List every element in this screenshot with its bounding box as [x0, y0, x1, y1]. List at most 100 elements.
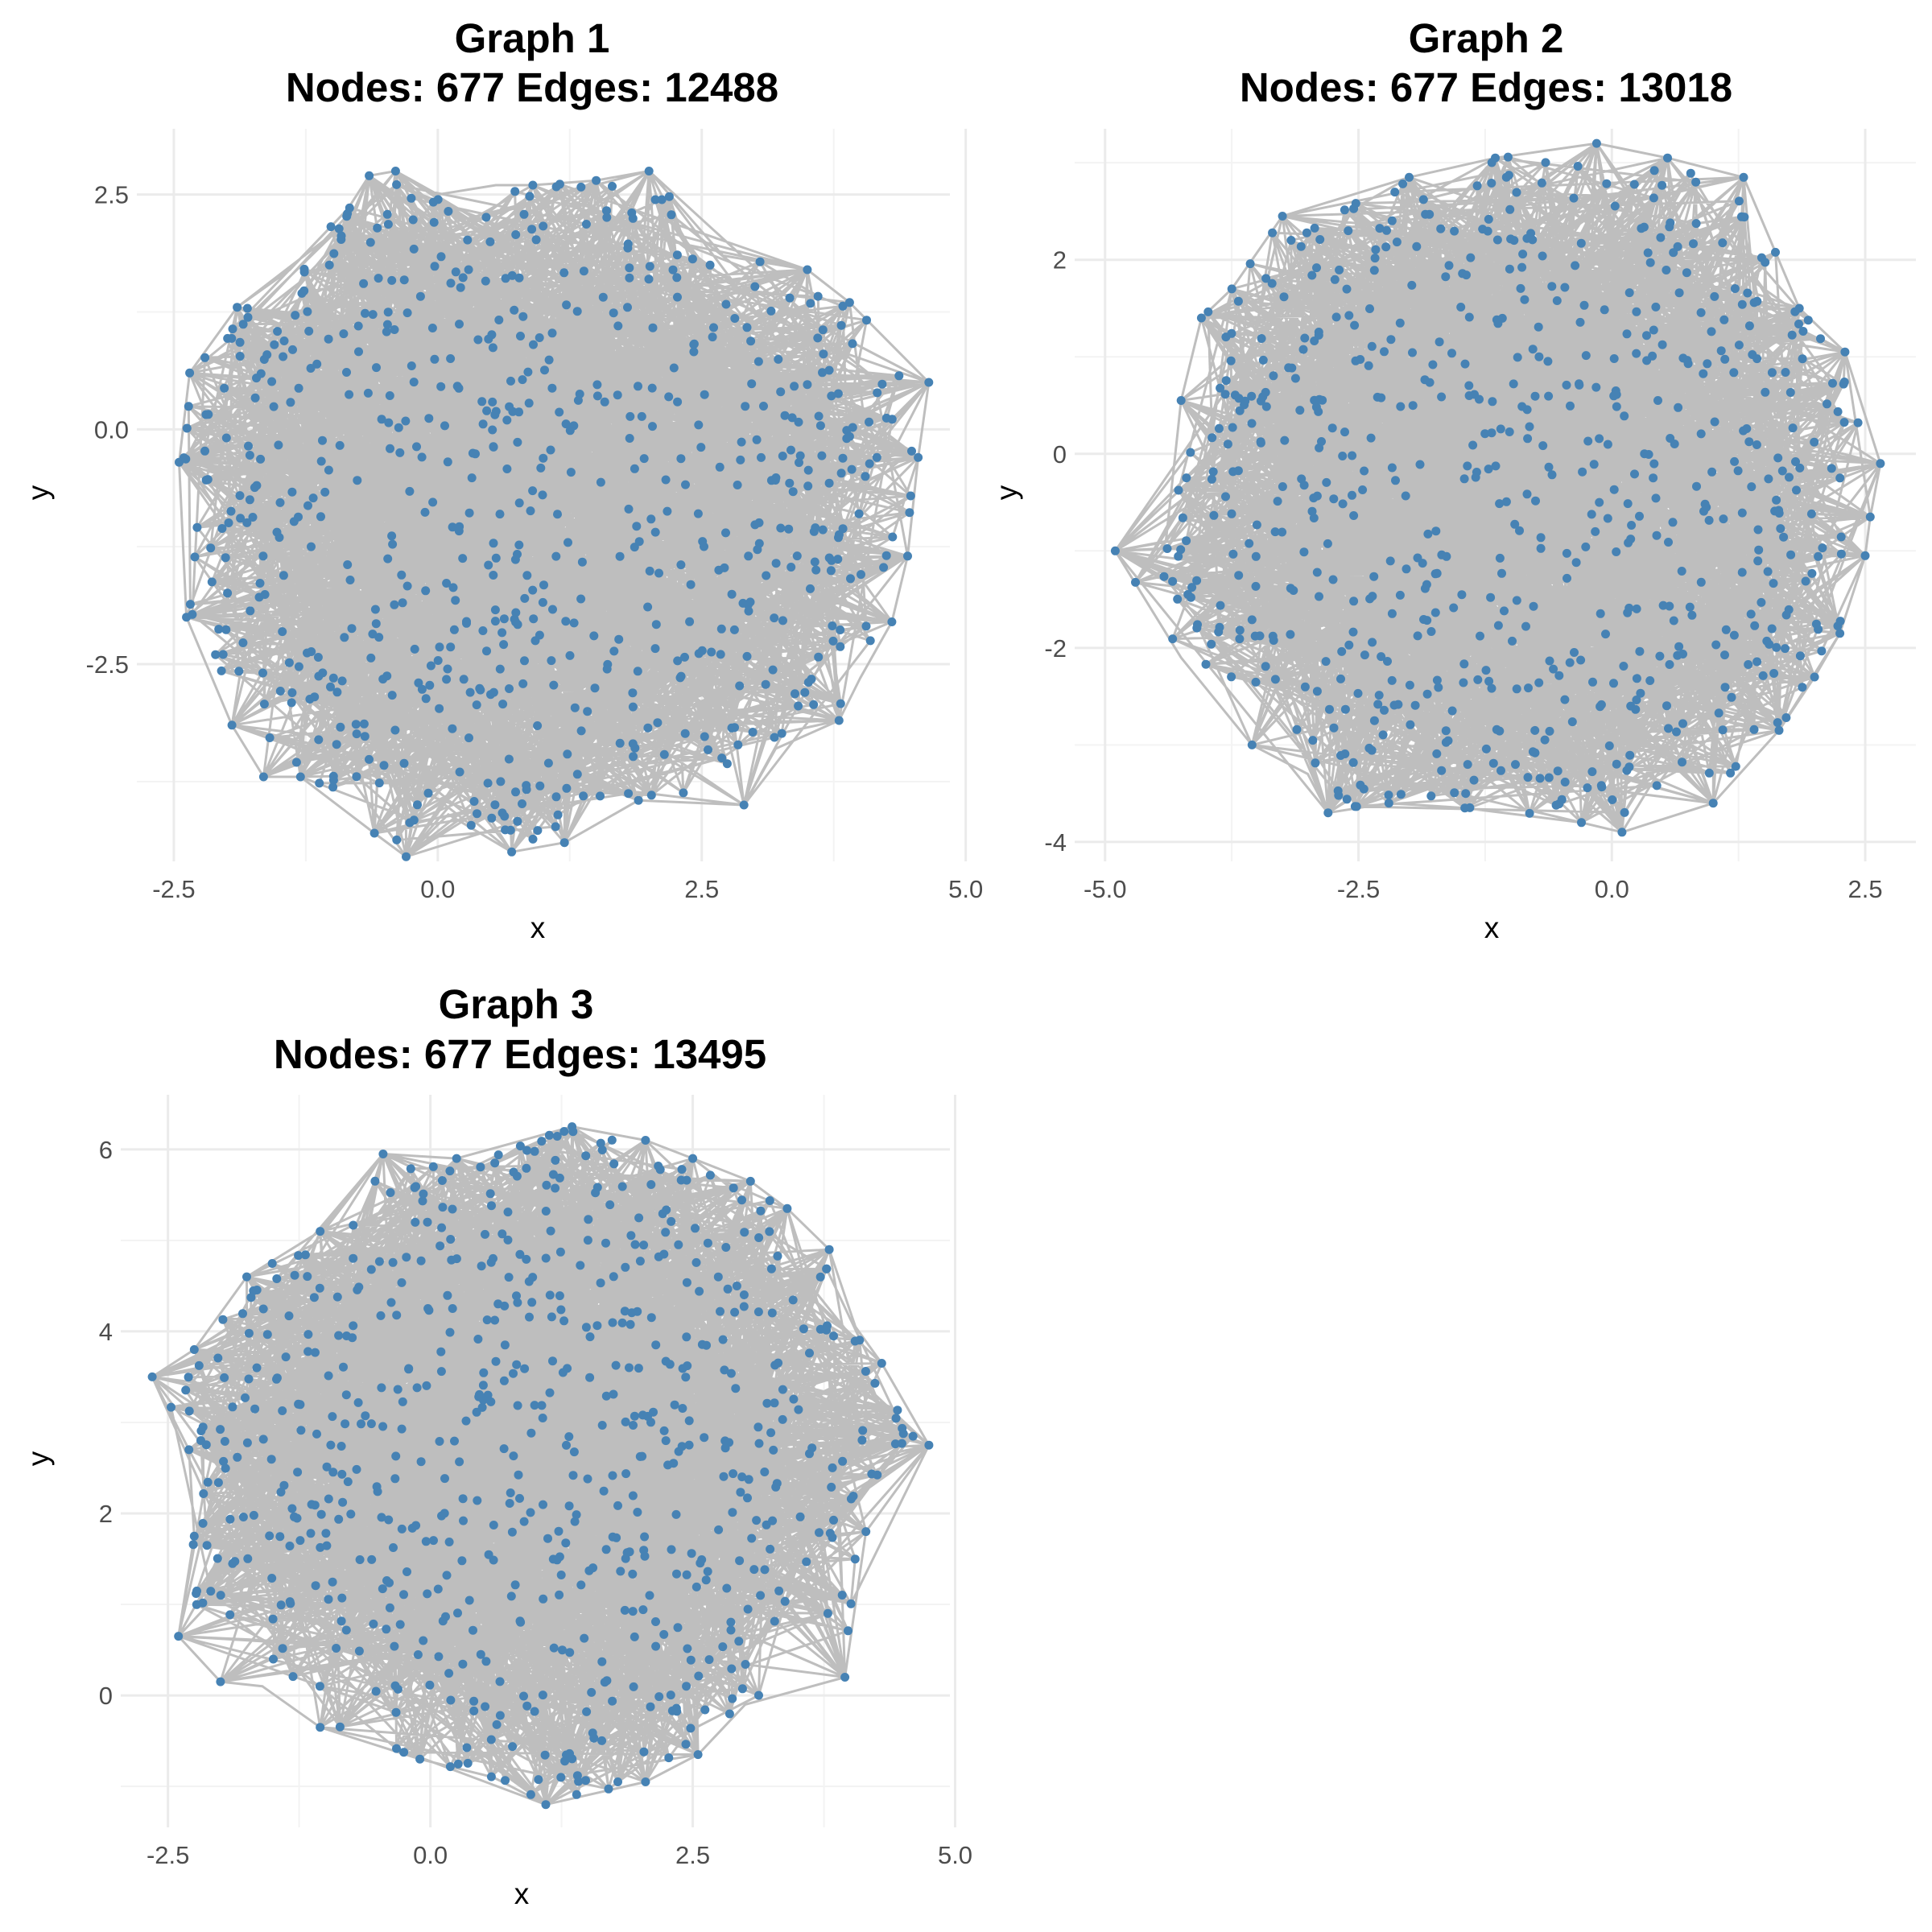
graph-node [495, 1711, 505, 1720]
graph-node [1534, 352, 1544, 361]
graph-node [336, 1442, 346, 1451]
graph-node [1651, 302, 1661, 312]
graph-node [745, 1176, 755, 1186]
graph-node [530, 636, 540, 646]
graph-node [581, 1323, 591, 1332]
graph-node [1686, 168, 1695, 178]
graph-node [337, 676, 347, 686]
graph-node [755, 257, 765, 266]
graph-node [384, 1515, 394, 1525]
graph-node [1465, 803, 1475, 812]
graph-node [673, 292, 682, 302]
graph-node [1774, 725, 1784, 735]
graph-node [704, 745, 712, 754]
graph-node [449, 625, 459, 634]
graph-node [581, 1776, 590, 1785]
graph-node [258, 1304, 268, 1314]
graph-node [1323, 808, 1333, 818]
graph-node [1575, 379, 1583, 389]
graph-node [1774, 506, 1784, 515]
graph-node [502, 464, 512, 473]
graph-node [615, 551, 625, 561]
graph-node [1488, 397, 1497, 407]
graph-node [250, 483, 259, 493]
graph-node [694, 1671, 704, 1681]
graph-node [760, 1565, 770, 1575]
graph-node [267, 377, 277, 386]
graph-node [390, 725, 400, 735]
graph-node [352, 772, 361, 782]
graph-node [398, 1397, 407, 1406]
graph-node [1468, 440, 1478, 450]
graph-node [1773, 453, 1783, 463]
graph-3-panel: Graph 3 Nodes: 677 Edges: 13495 -2.5 0.0 2… [22, 981, 972, 1910]
graph-node [611, 1360, 621, 1370]
graph-node [287, 1504, 297, 1513]
graph-node [1367, 745, 1377, 755]
graph-node [360, 732, 369, 741]
graph-node [661, 1228, 671, 1237]
graph-node [770, 733, 779, 742]
graph-node [174, 1632, 184, 1641]
graph-node [1662, 701, 1671, 711]
graph-node [1380, 705, 1389, 715]
graph-node [468, 448, 477, 458]
graph-node [765, 1196, 774, 1205]
graph-node [861, 472, 870, 481]
graph-node [1657, 340, 1667, 349]
graph-node [718, 1642, 728, 1652]
graph-node [533, 721, 543, 730]
graph-node [598, 292, 608, 302]
graph-node [894, 371, 904, 381]
graph-node [795, 451, 805, 460]
graph-node [1750, 621, 1760, 630]
graph-node [1420, 375, 1430, 385]
graph-node [1645, 258, 1655, 267]
graph-node [728, 1508, 737, 1517]
graph-node [716, 650, 725, 659]
graph-node [238, 320, 248, 329]
graph-node [1312, 491, 1322, 501]
graph-node [1630, 469, 1639, 479]
graph-node [1330, 275, 1340, 284]
graph-node [1525, 422, 1534, 431]
graph-node [457, 1556, 467, 1566]
graph-node [741, 402, 750, 411]
graph-node [511, 608, 521, 617]
graph-node [776, 523, 786, 533]
graph-node [1827, 464, 1836, 473]
graph-node [694, 649, 704, 658]
graph-node [1791, 457, 1800, 466]
graph-node [1573, 162, 1583, 171]
graph-node [466, 820, 476, 830]
graph-node [382, 209, 392, 219]
graph-node [771, 559, 781, 568]
graph-node [729, 625, 739, 634]
graph-node [243, 1554, 253, 1563]
graph-node [295, 1536, 305, 1546]
graph-node [1674, 402, 1683, 412]
graph-node [493, 1299, 503, 1309]
graph-node [722, 1583, 732, 1593]
graph-node [667, 210, 676, 220]
graph-node [1835, 617, 1845, 626]
graph-node [824, 1245, 834, 1254]
graph-node [287, 698, 296, 708]
graph-node [1257, 334, 1266, 343]
graph-1-title: Graph 1 [455, 15, 610, 61]
graph-node [258, 772, 268, 782]
graph-node [605, 1200, 615, 1210]
graph-node [596, 1278, 605, 1288]
graph-node [628, 688, 638, 698]
graph-2-plot-area: -5.0 -2.5 0.0 2.5-4-202 [1044, 129, 1916, 903]
graph-node [639, 1241, 649, 1250]
graph-node [601, 1238, 610, 1248]
graph-node [424, 414, 434, 423]
graph-node [780, 1596, 790, 1606]
graph-node [287, 688, 297, 697]
graph-node [1508, 636, 1517, 646]
graph-node [306, 364, 316, 373]
graph-node [1492, 235, 1502, 245]
graph-node [818, 525, 828, 535]
graph-node [326, 682, 335, 691]
